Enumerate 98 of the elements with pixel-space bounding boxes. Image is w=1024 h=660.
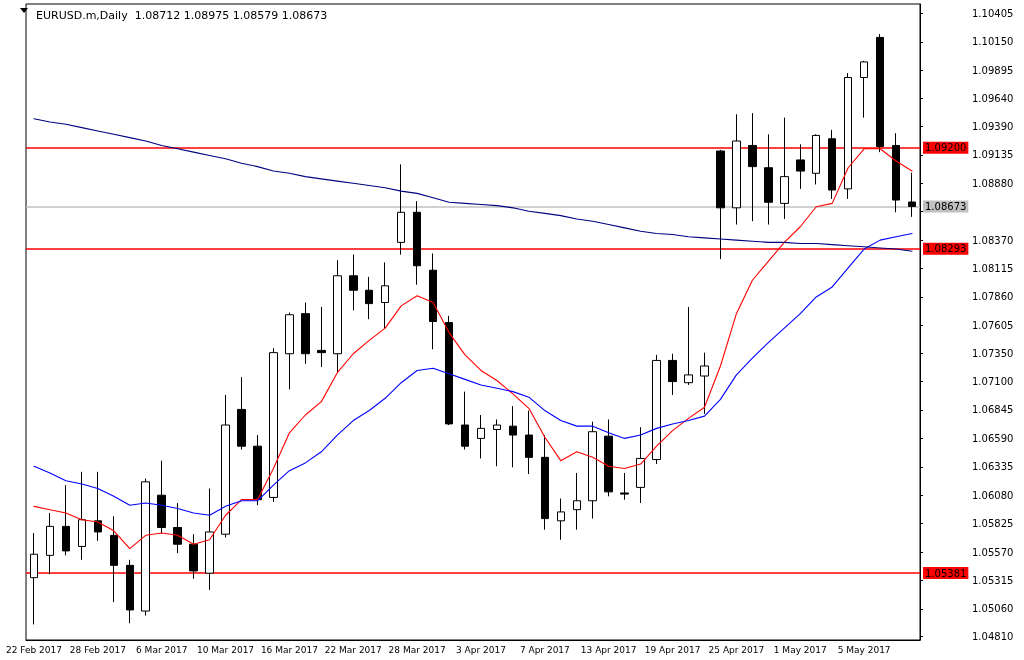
- candlestick: [317, 306, 326, 368]
- candlestick: [78, 471, 86, 561]
- candlestick: [157, 460, 166, 534]
- candlestick: [30, 532, 38, 625]
- candlestick: [46, 512, 54, 575]
- y-tick-label: 1.08115: [972, 263, 1014, 275]
- candlestick: [796, 143, 805, 190]
- candlestick: [365, 276, 373, 320]
- y-tick-label: 1.09895: [972, 64, 1014, 76]
- y-tick-label: 1.09135: [972, 149, 1014, 161]
- candlestick: [62, 484, 70, 556]
- candlestick: [110, 515, 118, 603]
- candlestick: [189, 533, 198, 580]
- y-tick-label: 1.08370: [972, 234, 1014, 246]
- x-tick-label: 5 May 2017: [837, 644, 891, 655]
- x-tick-label: 25 Apr 2017: [708, 644, 765, 655]
- candlestick: [860, 60, 868, 119]
- x-tick-label: 22 Feb 2017: [5, 644, 62, 655]
- candlestick: [509, 405, 517, 468]
- y-tick-label: 1.10405: [972, 7, 1014, 19]
- candlestick: [269, 347, 278, 503]
- y-tick-label: 1.07860: [972, 291, 1014, 303]
- y-tick-label: 1.06845: [972, 404, 1014, 416]
- y-tick-label: 1.07350: [972, 348, 1014, 360]
- x-tick-label: 7 Apr 2017: [519, 644, 570, 655]
- y-tick-label: 1.07605: [972, 319, 1014, 331]
- candlestick: [429, 253, 437, 350]
- y-tick-label: 1.05060: [972, 603, 1014, 615]
- candlestick: [445, 315, 453, 426]
- candlestick: [285, 312, 294, 390]
- x-tick-label: 10 Mar 2017: [197, 644, 255, 655]
- candlestick: [588, 421, 597, 520]
- x-tick-label: 19 Apr 2017: [644, 644, 701, 655]
- candlestick: [397, 163, 405, 256]
- candlestick: [812, 133, 820, 185]
- y-tick-label: 1.10150: [972, 36, 1014, 48]
- y-tick-label: 1.06080: [972, 489, 1014, 501]
- y-tick-label: 1.09390: [972, 121, 1014, 133]
- candlestick: [620, 472, 629, 501]
- candlestick: [764, 133, 773, 226]
- candlestick: [349, 254, 358, 311]
- x-tick-label: 28 Feb 2017: [69, 644, 126, 655]
- x-tick-label: 6 Mar 2017: [136, 644, 188, 655]
- y-tick-label: 1.05825: [972, 518, 1014, 530]
- candlestick: [557, 498, 565, 541]
- candlestick: [636, 426, 645, 504]
- candlestick: [493, 418, 501, 467]
- candlestick: [173, 502, 182, 554]
- y-tick-label: 1.06335: [972, 461, 1014, 473]
- text: EURUSD.m,Daily 1.08712 1.08975 1.08579 1.08673: [36, 9, 328, 22]
- candlestick: [876, 33, 884, 153]
- y-tick-label: 1.08880: [972, 177, 1014, 189]
- candlestick: [892, 132, 900, 213]
- candlestick: [828, 129, 836, 200]
- x-tick-label: 13 Apr 2017: [580, 644, 637, 655]
- x-tick-label: 16 Mar 2017: [260, 644, 318, 655]
- y-tick-label: 1.07100: [972, 376, 1014, 388]
- candlestick: [748, 112, 757, 222]
- line-series: [33, 118, 913, 252]
- candlestick: [844, 72, 852, 200]
- y-tick-label: 1.05570: [972, 546, 1014, 558]
- y-tick-label: 1.04810: [972, 631, 1014, 643]
- candlestick: [253, 434, 262, 506]
- candlestick: [780, 117, 789, 220]
- candlestick: [732, 113, 741, 226]
- y-tick-label: 1.05315: [972, 574, 1014, 586]
- y-tick-label: 1.09640: [972, 93, 1014, 105]
- ref-line-label: 1.08673: [925, 200, 967, 212]
- candlestick: [908, 172, 916, 218]
- candlestick: [333, 259, 342, 374]
- candlestick: [700, 352, 709, 415]
- candlestick: [205, 488, 214, 591]
- candlestick: [94, 471, 102, 542]
- y-tick-label: 1.06590: [972, 432, 1014, 444]
- candlestick: [604, 418, 613, 497]
- candlestick: [461, 391, 469, 451]
- candlestick: [716, 149, 725, 260]
- candlestick: [237, 376, 246, 451]
- candlestick: [413, 200, 421, 286]
- candlestick: [221, 394, 230, 539]
- candlestick: [141, 477, 150, 616]
- ref-line-label: 1.09200: [925, 142, 967, 154]
- ref-line-label: 1.08293: [925, 243, 967, 255]
- candlestick: [381, 261, 389, 329]
- candlestick: [668, 353, 677, 396]
- candlestick: [652, 354, 661, 465]
- x-tick-label: 28 Mar 2017: [388, 644, 446, 655]
- line-series: [33, 232, 913, 516]
- x-tick-label: 1 May 2017: [773, 644, 827, 655]
- candlestick: [477, 414, 485, 459]
- x-tick-label: 22 Mar 2017: [324, 644, 382, 655]
- x-tick-label: 3 Apr 2017: [456, 644, 506, 655]
- candlestick: [684, 306, 693, 386]
- candlestick: [525, 410, 533, 475]
- candlestick: [573, 472, 581, 531]
- candlestick: [301, 302, 310, 365]
- ref-line-label: 1.05381: [925, 567, 967, 579]
- candlestick: [126, 559, 134, 624]
